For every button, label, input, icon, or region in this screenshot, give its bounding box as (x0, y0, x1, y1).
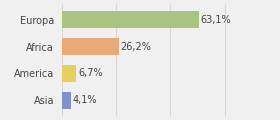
Text: 4,1%: 4,1% (72, 95, 97, 105)
Bar (62, 92, 71, 109)
Text: 6,7%: 6,7% (78, 68, 102, 78)
Bar (62, 11, 199, 28)
Bar (62, 65, 76, 82)
Text: 26,2%: 26,2% (120, 42, 151, 52)
Text: 63,1%: 63,1% (200, 15, 231, 25)
Bar (62, 38, 118, 55)
